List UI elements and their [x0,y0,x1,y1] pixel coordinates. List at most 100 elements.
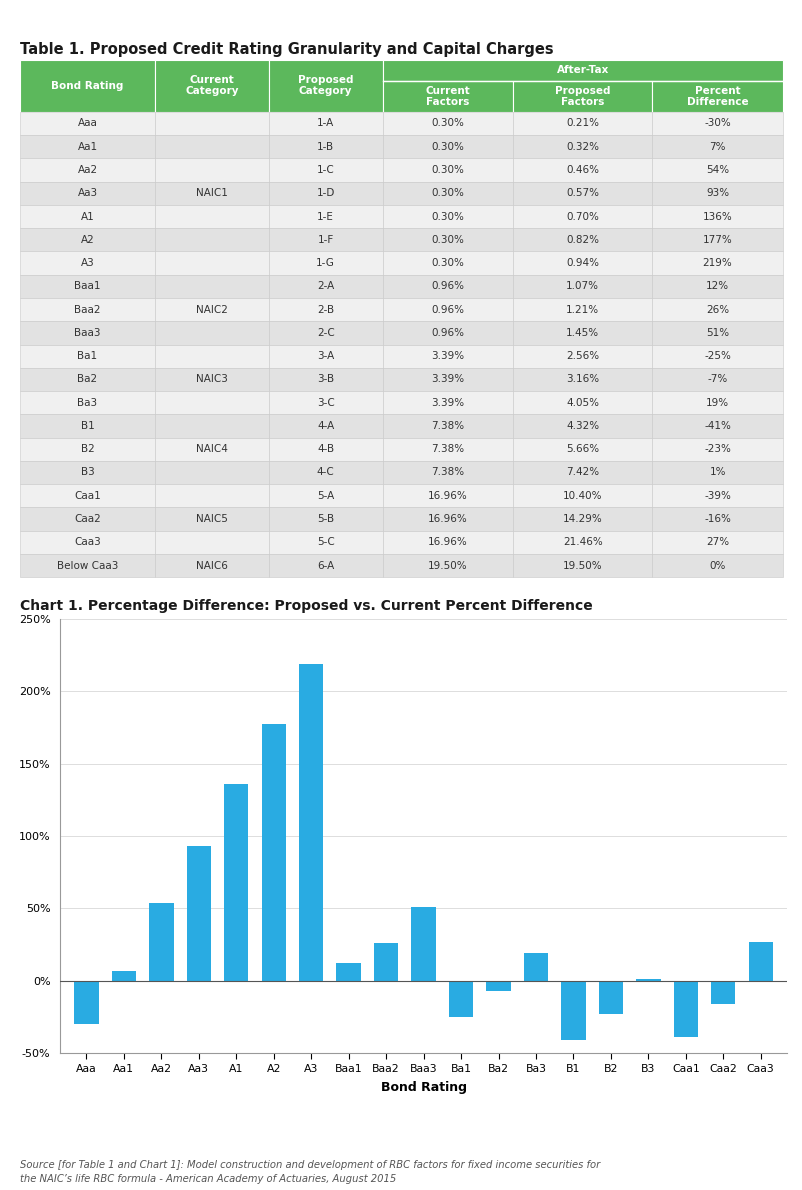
Text: 0%: 0% [708,560,725,570]
Bar [20,251,155,275]
Text: 0.30%: 0.30% [431,212,464,221]
Text: 19%: 19% [705,397,728,408]
Bar [269,182,382,205]
Text: -23%: -23% [703,444,730,455]
Bar [486,981,510,991]
Bar [512,414,651,438]
Bar [298,664,323,981]
Bar [20,392,155,414]
Bar [512,368,651,392]
Text: -16%: -16% [703,514,730,524]
Text: 0.96%: 0.96% [431,305,464,314]
Bar [512,81,651,112]
Bar [651,298,782,321]
Bar [512,205,651,228]
Text: 0.30%: 0.30% [431,234,464,245]
Bar [382,298,512,321]
Bar [269,438,382,461]
Text: 14.29%: 14.29% [562,514,602,524]
Bar [382,158,512,182]
Text: 16.96%: 16.96% [427,514,467,524]
Text: Current
Category: Current Category [184,75,238,96]
Bar [155,136,269,158]
Bar [20,507,155,531]
Text: 2-B: 2-B [317,305,334,314]
Bar [382,60,782,81]
Bar [382,205,512,228]
Bar [155,112,269,136]
Text: 3.16%: 3.16% [565,375,598,384]
Bar [20,60,155,112]
Bar [20,438,155,461]
Text: Table 1. Proposed Credit Rating Granularity and Capital Charges: Table 1. Proposed Credit Rating Granular… [20,42,553,57]
Bar [20,345,155,368]
Bar [598,981,622,1014]
Bar [651,112,782,136]
Bar [711,981,735,1004]
Text: 3-C: 3-C [316,397,334,408]
Text: 4-B: 4-B [317,444,334,455]
Bar [374,944,398,981]
Text: -7%: -7% [707,375,727,384]
Text: 1.45%: 1.45% [565,328,598,338]
Bar [651,205,782,228]
Bar [155,182,269,205]
Bar [155,228,269,251]
Text: 21.46%: 21.46% [562,537,602,547]
Bar [111,971,136,981]
Bar [20,182,155,205]
Bar [651,414,782,438]
Bar [512,112,651,136]
Text: -25%: -25% [703,351,730,361]
Bar [269,228,382,251]
Text: 5-A: 5-A [317,490,334,501]
Bar [20,275,155,298]
Text: 93%: 93% [705,188,728,199]
Bar [651,553,782,577]
Text: 5.66%: 5.66% [565,444,598,455]
Text: 51%: 51% [705,328,728,338]
Bar [382,507,512,531]
Bar [512,136,651,158]
Text: 1-D: 1-D [316,188,334,199]
Text: Aa1: Aa1 [77,142,98,152]
Bar [382,275,512,298]
Text: 3-A: 3-A [317,351,334,361]
Text: 0.32%: 0.32% [565,142,598,152]
Bar [651,484,782,507]
Bar [20,414,155,438]
Bar [382,553,512,577]
Text: 4-A: 4-A [317,421,334,431]
Text: 2.56%: 2.56% [565,351,598,361]
Text: 4.05%: 4.05% [565,397,598,408]
Text: 1.21%: 1.21% [565,305,598,314]
Text: 177%: 177% [702,234,731,245]
Text: B2: B2 [80,444,95,455]
Text: 1-B: 1-B [317,142,334,152]
Text: B3: B3 [80,468,95,477]
Text: 3.39%: 3.39% [431,397,464,408]
Bar [512,182,651,205]
Text: 0.82%: 0.82% [565,234,598,245]
Bar [269,275,382,298]
Text: Percent
Difference: Percent Difference [686,86,747,107]
Bar [651,228,782,251]
Text: 1-A: 1-A [317,119,334,129]
Bar [651,531,782,553]
Text: Baa1: Baa1 [74,281,100,292]
Text: 7.38%: 7.38% [431,468,464,477]
Text: Aa3: Aa3 [77,188,98,199]
Bar [269,553,382,577]
Bar [269,531,382,553]
Bar [512,484,651,507]
Bar [224,784,248,981]
Bar [651,158,782,182]
Text: A1: A1 [80,212,95,221]
Text: 0.30%: 0.30% [431,165,464,175]
Bar [269,345,382,368]
Bar [651,392,782,414]
Text: 4.32%: 4.32% [565,421,598,431]
Text: 0.21%: 0.21% [565,119,598,129]
Text: B1: B1 [80,421,95,431]
Bar [651,461,782,484]
